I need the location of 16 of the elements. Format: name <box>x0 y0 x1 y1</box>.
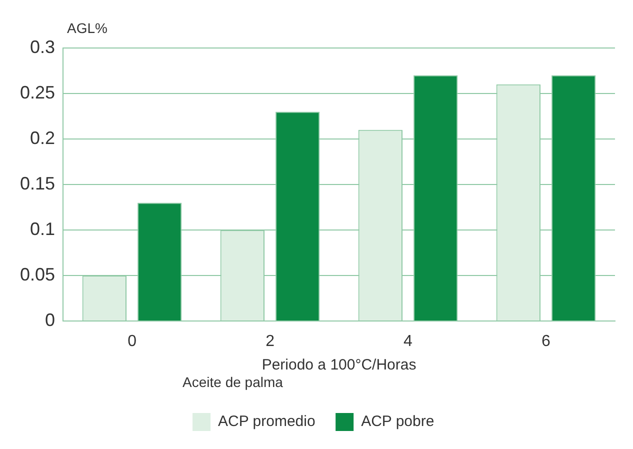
x-tick-label: 0 <box>128 333 137 350</box>
x-tick-label: 2 <box>266 333 275 350</box>
y-tick-label: 0.25 <box>20 82 56 102</box>
y-tick-label: 0.15 <box>20 173 56 194</box>
y-tick-label: 0.3 <box>30 36 56 57</box>
x-tick-label: 6 <box>542 333 551 350</box>
x-tick-label: 4 <box>404 333 413 350</box>
y-tick-label: 0.2 <box>30 128 56 148</box>
x-axis-title: Periodo a 100°C/Horas <box>262 356 416 374</box>
y-tick-label: 0.05 <box>20 264 56 284</box>
legend-label: ACP pobre <box>361 413 434 430</box>
y-tick-label: 0.1 <box>30 218 56 239</box>
y-axis-title: AGL% <box>67 20 108 36</box>
y-tick-label: 0 <box>45 310 56 330</box>
legend-label: ACP promedio <box>218 413 316 430</box>
legend-title: Aceite de palma <box>182 374 284 390</box>
